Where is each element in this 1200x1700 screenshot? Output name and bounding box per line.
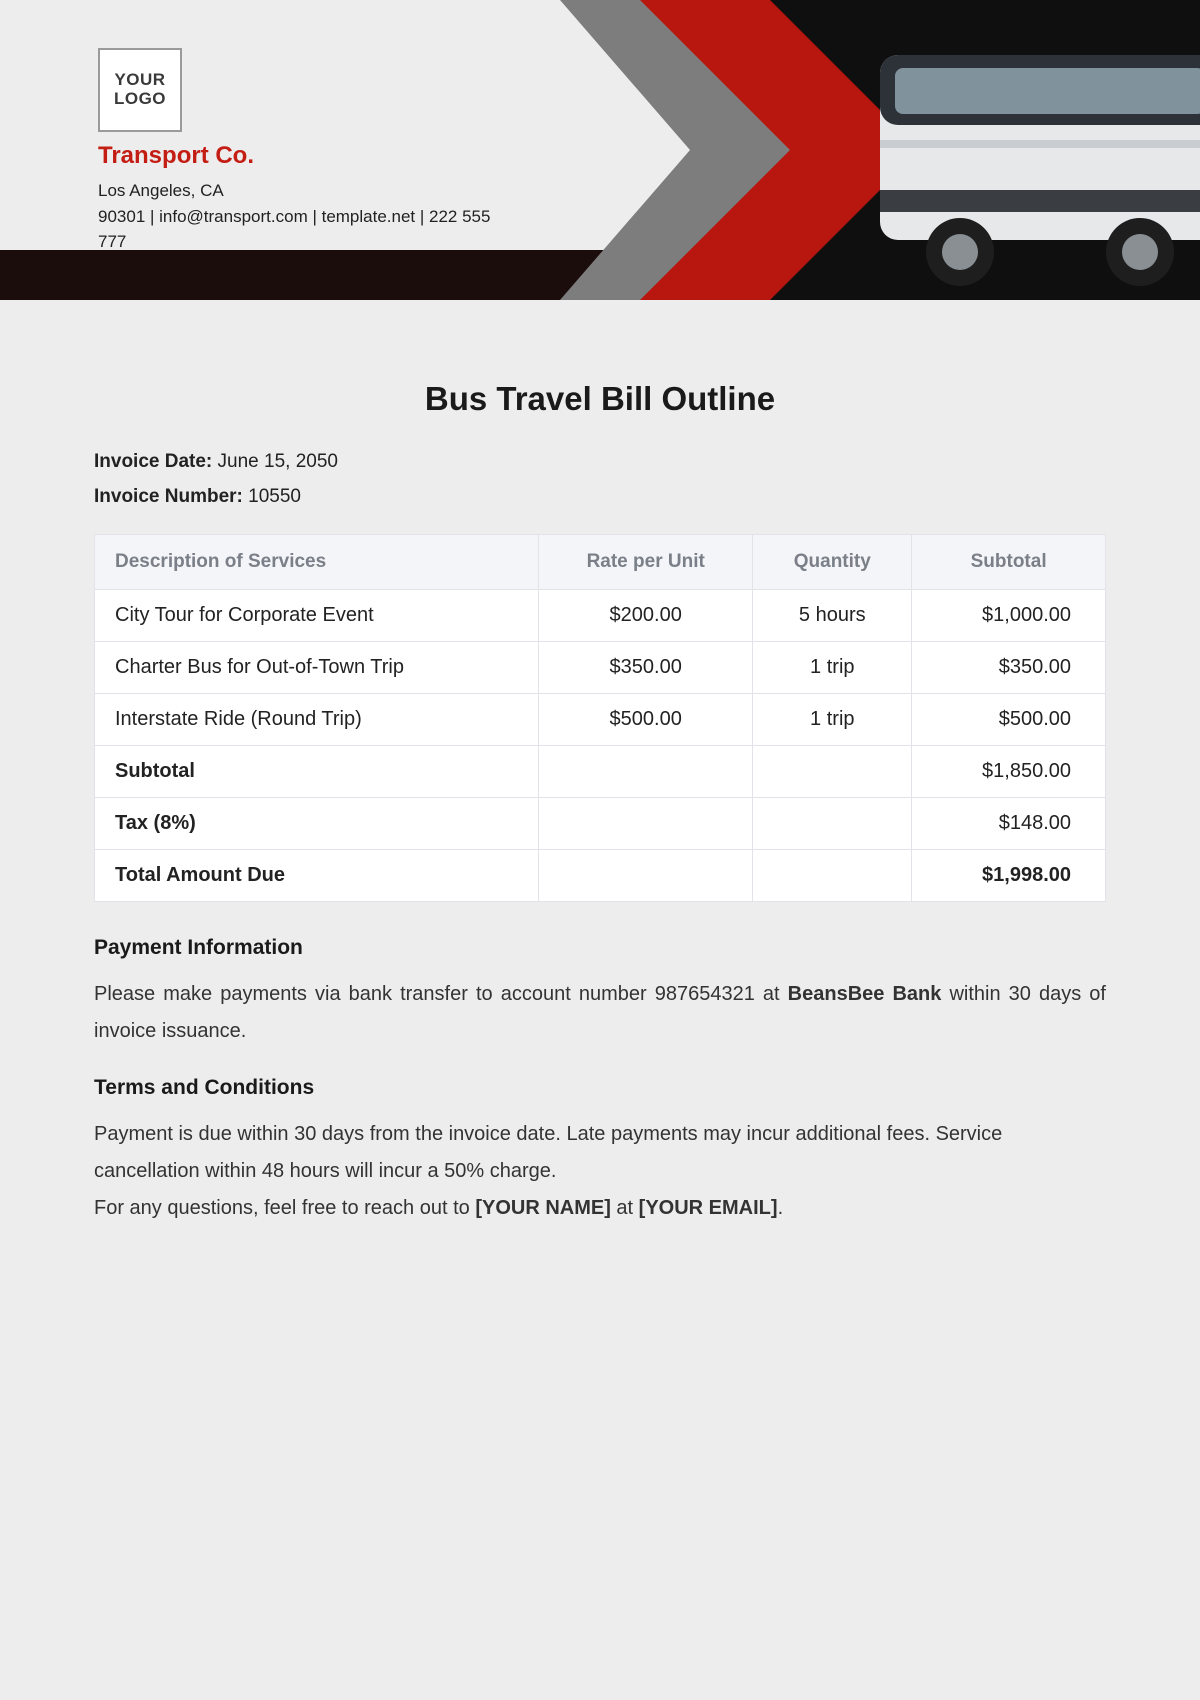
table-row: Charter Bus for Out-of-Town Trip $350.00… [95,642,1106,694]
table-header-row: Description of Services Rate per Unit Qu… [95,535,1106,590]
total-value: $1,998.00 [912,850,1106,902]
header: YOUR LOGO Transport Co. Los Angeles, CA … [0,0,1200,300]
payment-bank: BeansBee Bank [788,983,942,1005]
cell-qty: 1 trip [753,694,912,746]
cell-desc: Charter Bus for Out-of-Town Trip [95,642,539,694]
col-subtotal: Subtotal [912,535,1106,590]
invoice-number-value: 10550 [248,486,301,507]
content: Bus Travel Bill Outline Invoice Date: Ju… [94,380,1106,1253]
invoice-date-label: Invoice Date: [94,451,212,472]
subtotal-value: $1,850.00 [912,746,1106,798]
page: YOUR LOGO Transport Co. Los Angeles, CA … [0,0,1200,1700]
placeholder-email: [YOUR EMAIL] [639,1197,778,1219]
payment-before: Please make payments via bank transfer t… [94,983,788,1005]
col-quantity: Quantity [753,535,912,590]
cell-sub: $1,000.00 [912,590,1106,642]
subtotal-label: Subtotal [95,746,539,798]
tax-value: $148.00 [912,798,1106,850]
logo-text-1: YOUR [114,70,165,89]
document-title: Bus Travel Bill Outline [94,380,1106,418]
col-rate: Rate per Unit [539,535,753,590]
placeholder-name: [YOUR NAME] [475,1197,611,1219]
cell-qty: 5 hours [753,590,912,642]
terms-line2-before: For any questions, feel free to reach ou… [94,1197,475,1219]
table-row: Interstate Ride (Round Trip) $500.00 1 t… [95,694,1106,746]
cell-qty: 1 trip [753,642,912,694]
invoice-date-line: Invoice Date: June 15, 2050 [94,444,1106,479]
total-label: Total Amount Due [95,850,539,902]
cell-desc: City Tour for Corporate Event [95,590,539,642]
table-row: City Tour for Corporate Event $200.00 5 … [95,590,1106,642]
company-name: Transport Co. [98,142,254,170]
terms-line2-mid: at [611,1197,639,1219]
company-address: Los Angeles, CA 90301 | info@transport.c… [98,178,498,255]
tax-label: Tax (8%) [95,798,539,850]
header-graphic [540,0,1200,300]
invoice-number-label: Invoice Number: [94,486,243,507]
terms-line1: Payment is due within 30 days from the i… [94,1123,1002,1182]
subtotal-row: Subtotal $1,850.00 [95,746,1106,798]
terms-heading: Terms and Conditions [94,1076,1106,1100]
col-description: Description of Services [95,535,539,590]
tax-row: Tax (8%) $148.00 [95,798,1106,850]
cell-sub: $350.00 [912,642,1106,694]
payment-text: Please make payments via bank transfer t… [94,976,1106,1050]
invoice-date-value: June 15, 2050 [218,451,338,472]
invoice-table: Description of Services Rate per Unit Qu… [94,534,1106,902]
cell-rate: $500.00 [539,694,753,746]
logo-text-2: LOGO [114,89,166,108]
total-row: Total Amount Due $1,998.00 [95,850,1106,902]
address-line1: Los Angeles, CA [98,181,224,200]
terms-line2-after: . [778,1197,784,1219]
cell-sub: $500.00 [912,694,1106,746]
address-line2: 90301 | info@transport.com | template.ne… [98,207,490,252]
logo-placeholder: YOUR LOGO [98,48,182,132]
cell-rate: $200.00 [539,590,753,642]
invoice-number-line: Invoice Number: 10550 [94,479,1106,514]
cell-desc: Interstate Ride (Round Trip) [95,694,539,746]
terms-text: Payment is due within 30 days from the i… [94,1116,1106,1227]
payment-heading: Payment Information [94,936,1106,960]
cell-rate: $350.00 [539,642,753,694]
